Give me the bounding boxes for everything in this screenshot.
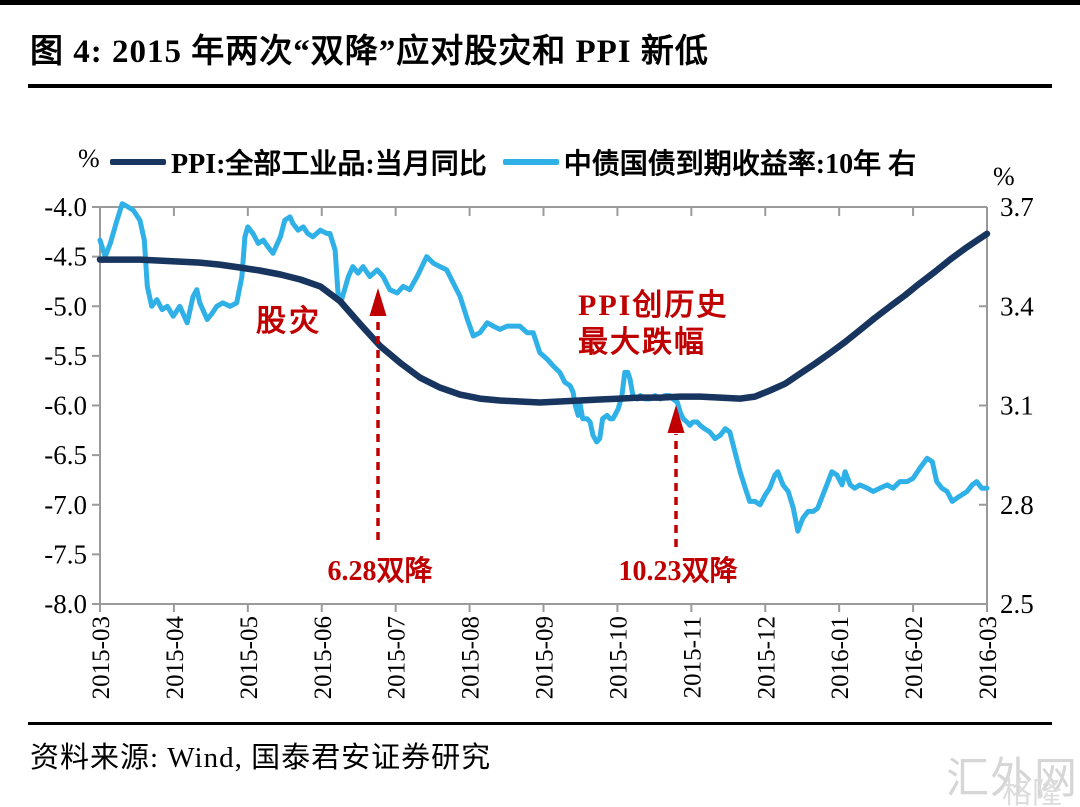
right-axis-tick-label: 2.8 [1000, 490, 1034, 520]
legend-label-ppi: PPI:全部工业品:当月同比 [171, 149, 487, 180]
right-axis-tick-label: 3.1 [1000, 391, 1034, 421]
x-axis-label: 2015-05 [236, 616, 263, 699]
x-axis-label: 2015-11 [679, 616, 706, 698]
left-axis-tick-label: -5.0 [44, 291, 87, 321]
title-divider-rule [28, 84, 1052, 88]
x-axis-label: 2015-08 [458, 616, 485, 699]
event-arrow-1023 [667, 405, 685, 547]
yield-line-swatch-icon [502, 159, 559, 165]
figure-title: 图 4: 2015 年两次“双降”应对股灾和 PPI 新低 [30, 34, 709, 70]
legend-item-yield: 中债国债到期收益率:10年 右 [502, 142, 917, 182]
x-axis-label: 2016-03 [975, 616, 1002, 699]
x-axis-label: 2015-04 [162, 616, 189, 700]
source-text: 资料来源: Wind, 国泰君安证券研究 [30, 742, 492, 774]
x-axis-label: 2015-12 [753, 616, 780, 699]
annotation-event-628: 6.28双降 [327, 556, 433, 587]
event-arrow-628 [369, 288, 387, 540]
ppi-line-series [96, 230, 991, 406]
annotation-ppi-record-line1: PPI创历史 [578, 289, 729, 322]
left-axis-tick-label: -4.0 [44, 192, 87, 222]
right-axis-tick-label: 3.4 [1000, 291, 1034, 321]
x-axis-label: 2016-01 [827, 616, 854, 699]
annotation-event-1023: 10.23双降 [618, 556, 738, 587]
right-axis-unit-label: % [993, 162, 1015, 191]
x-axis-label: 2015-06 [310, 616, 337, 699]
x-axis-label: 2015-03 [88, 616, 115, 699]
x-axis-label: 2015-07 [384, 616, 411, 699]
legend-item-ppi: PPI:全部工业品:当月同比 [110, 142, 487, 182]
left-axis-tick-label: -4.5 [44, 242, 87, 272]
annotation-stock-crash: 股灾 [256, 305, 322, 338]
left-axis-tick-label: -6.0 [44, 391, 87, 421]
left-axis-tick-label: -8.0 [44, 589, 87, 619]
watermark-small-text: 格隆汇 [1002, 777, 1062, 807]
left-axis-tick-label: -7.5 [44, 539, 87, 569]
legend-label-yield: 中债国债到期收益率:10年 右 [563, 149, 917, 180]
chart-legend: PPI:全部工业品:当月同比 中债国债到期收益率:10年 右 [110, 142, 916, 182]
right-axis-tick-label: 2.5 [1000, 589, 1034, 619]
left-axis-tick-label: -5.5 [44, 341, 87, 371]
ppi-line-swatch-icon [110, 159, 166, 165]
x-axis-label: 2015-10 [605, 616, 632, 699]
left-axis-tick-label: -6.5 [44, 440, 87, 470]
right-axis-tick-label: 3.7 [1000, 192, 1034, 222]
annotation-ppi-record-line2: 最大跌幅 [578, 326, 706, 359]
source-divider-rule [28, 722, 1052, 725]
left-axis-tick-label: -7.0 [44, 490, 87, 520]
x-axis-label: 2015-09 [532, 616, 559, 699]
annotation-ppi-record: PPI创历史 最大跌幅 [578, 287, 728, 361]
x-axis-label: 2016-02 [901, 616, 928, 699]
watermark-text: 汇外网 [946, 756, 1078, 803]
yield-line-series [97, 201, 990, 534]
top-border-rule [0, 0, 1080, 5]
left-axis-unit-label: % [78, 144, 100, 173]
